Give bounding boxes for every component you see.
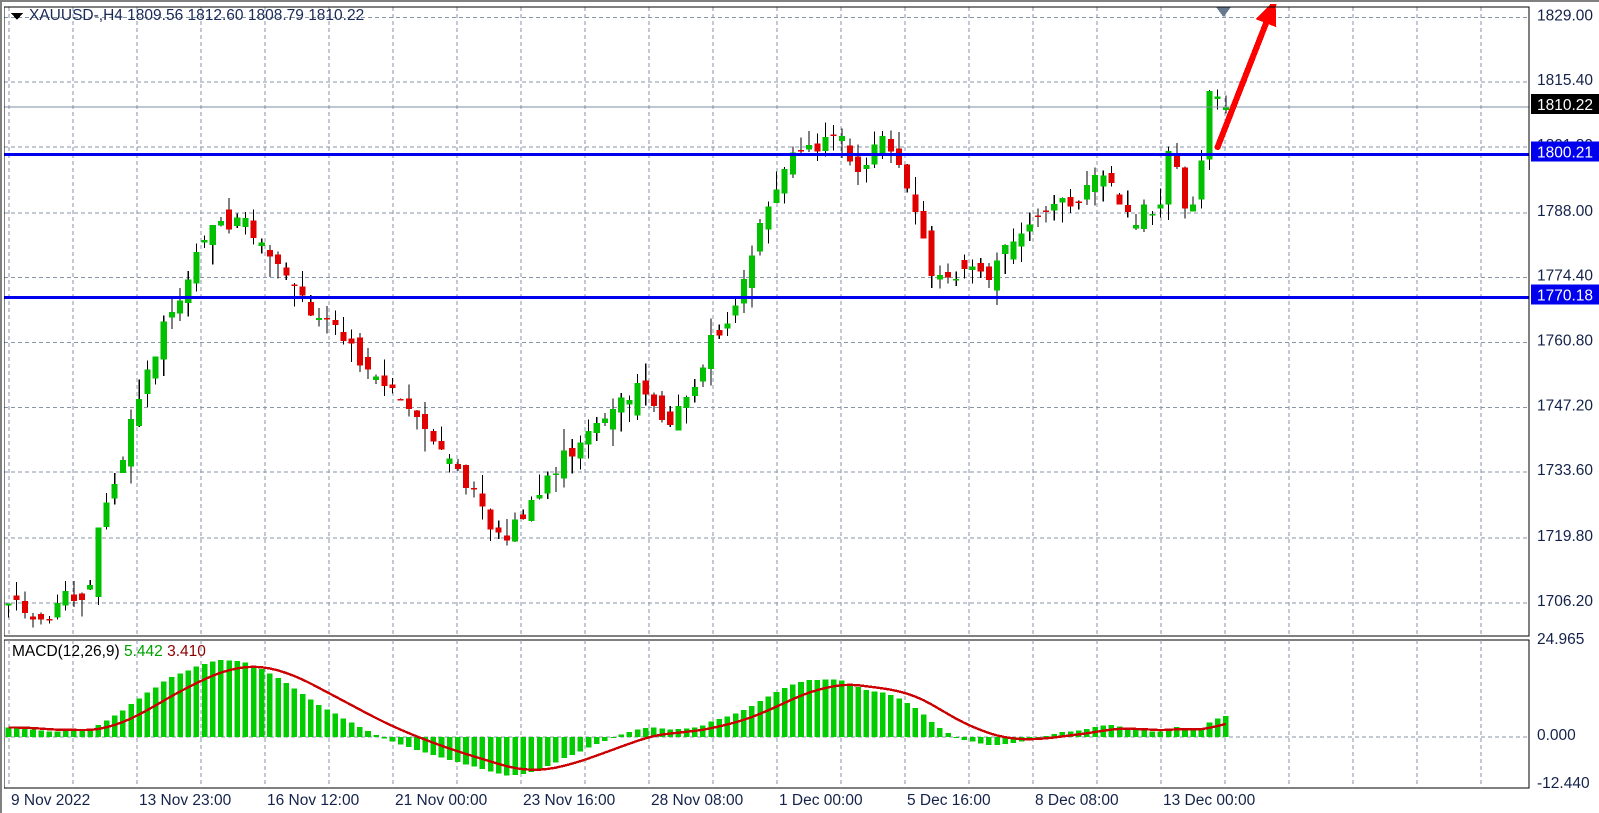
- svg-text:9 Nov 2022: 9 Nov 2022: [11, 792, 90, 809]
- svg-text:0.000: 0.000: [1537, 727, 1576, 744]
- svg-text:1 Dec 00:00: 1 Dec 00:00: [779, 792, 863, 809]
- svg-text:1800.21: 1800.21: [1537, 145, 1593, 162]
- svg-text:1706.20: 1706.20: [1537, 593, 1593, 610]
- svg-text:1719.80: 1719.80: [1537, 528, 1593, 545]
- svg-text:24.965: 24.965: [1537, 631, 1584, 648]
- svg-text:16 Nov 12:00: 16 Nov 12:00: [267, 792, 360, 809]
- svg-text:1810.22: 1810.22: [1537, 97, 1593, 114]
- svg-text:21 Nov 00:00: 21 Nov 00:00: [395, 792, 488, 809]
- svg-text:23 Nov 16:00: 23 Nov 16:00: [523, 792, 616, 809]
- svg-text:13 Dec 00:00: 13 Dec 00:00: [1163, 792, 1256, 809]
- svg-text:1774.40: 1774.40: [1537, 268, 1593, 285]
- svg-text:1770.18: 1770.18: [1537, 288, 1593, 305]
- svg-text:MACD(12,26,9) 5.442 3.410: MACD(12,26,9) 5.442 3.410: [12, 643, 206, 660]
- svg-text:8 Dec 08:00: 8 Dec 08:00: [1035, 792, 1119, 809]
- svg-text:1788.00: 1788.00: [1537, 203, 1593, 220]
- svg-text:1747.20: 1747.20: [1537, 397, 1593, 414]
- svg-text:13 Nov 23:00: 13 Nov 23:00: [139, 792, 232, 809]
- svg-text:1815.40: 1815.40: [1537, 72, 1593, 89]
- svg-text:5 Dec 16:00: 5 Dec 16:00: [907, 792, 991, 809]
- svg-text:28 Nov 08:00: 28 Nov 08:00: [651, 792, 744, 809]
- svg-text:-12.440: -12.440: [1537, 775, 1590, 792]
- svg-text:1829.00: 1829.00: [1537, 7, 1593, 24]
- svg-text:1760.80: 1760.80: [1537, 332, 1593, 349]
- svg-text:XAUUSD-,H4 1809.56 1812.60 1: XAUUSD-,H4 1809.56 1812.60 1808.79 1810.…: [29, 7, 364, 24]
- svg-text:1733.60: 1733.60: [1537, 462, 1593, 479]
